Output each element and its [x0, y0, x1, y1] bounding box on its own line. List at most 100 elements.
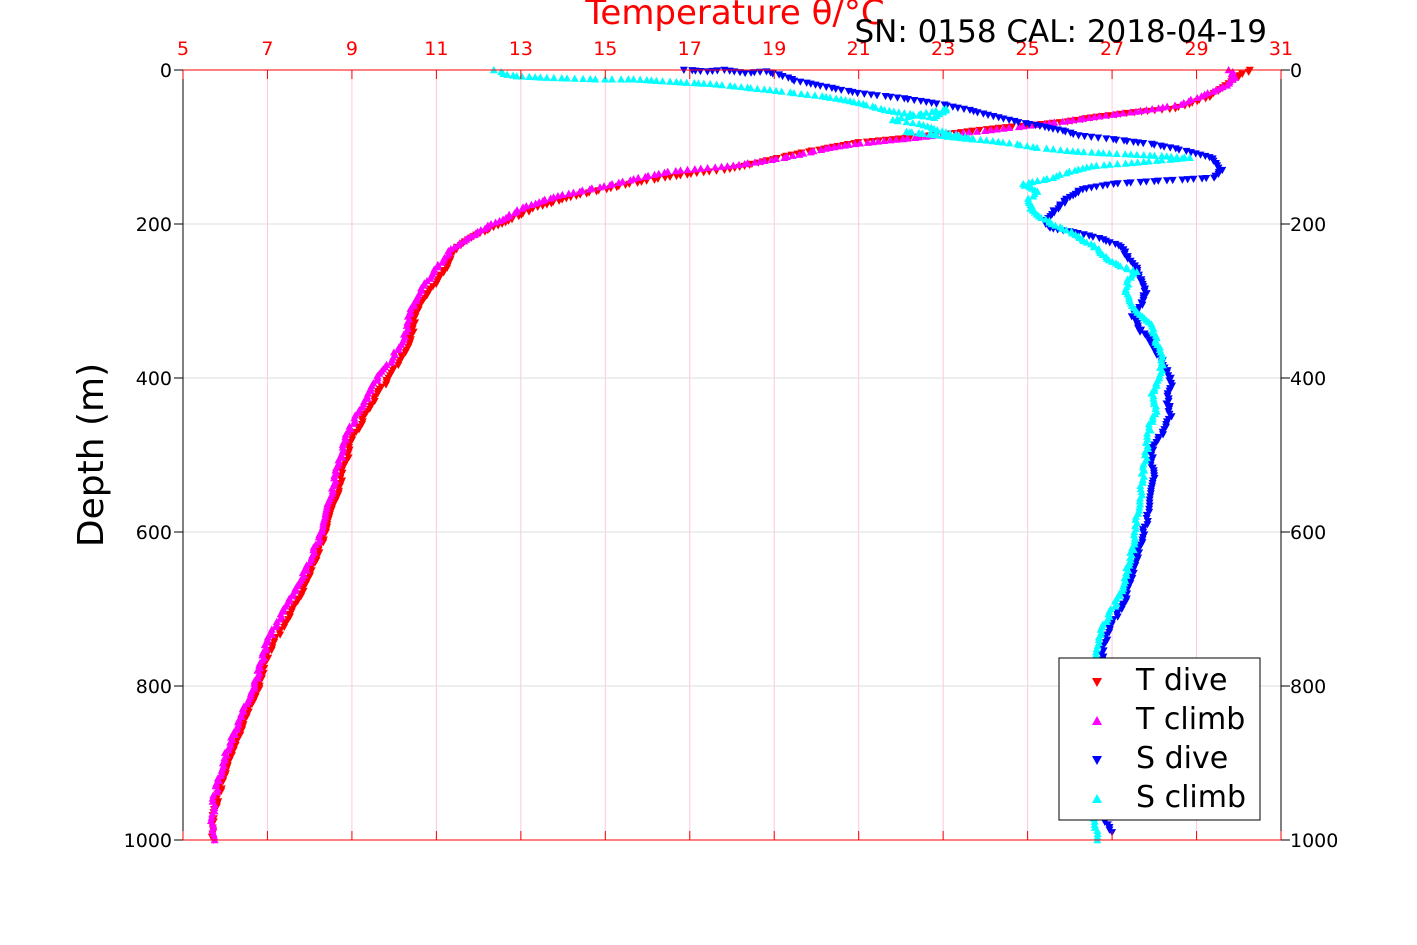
data-point	[650, 170, 659, 178]
data-point	[569, 188, 578, 196]
data-point	[1109, 110, 1118, 118]
data-point	[1136, 178, 1145, 187]
x-tick-label: 17	[678, 38, 702, 60]
data-point	[863, 138, 872, 146]
x-tick-label: 11	[424, 38, 448, 60]
data-point	[943, 132, 952, 140]
data-point	[1137, 487, 1146, 496]
data-point	[1093, 826, 1102, 834]
y-tick-label-right: 1000	[1290, 830, 1338, 852]
data-point	[671, 167, 680, 175]
data-point	[1141, 447, 1150, 456]
data-point	[1126, 108, 1135, 116]
data-point	[766, 86, 775, 94]
data-point	[851, 139, 860, 148]
data-point	[1065, 193, 1074, 202]
series-t-climb	[206, 66, 1240, 844]
data-point	[1193, 93, 1202, 102]
data-point	[302, 566, 311, 574]
data-point	[932, 100, 941, 108]
data-point	[1078, 164, 1087, 172]
data-point	[1123, 265, 1132, 273]
data-point	[753, 84, 762, 92]
data-point	[1146, 426, 1155, 434]
data-point	[1135, 503, 1144, 511]
data-point	[1042, 144, 1051, 152]
data-point	[591, 75, 600, 83]
data-point	[614, 178, 623, 186]
data-point	[690, 165, 699, 173]
data-point	[918, 129, 927, 137]
data-point	[557, 74, 566, 82]
data-point	[1198, 175, 1207, 183]
data-point	[1112, 136, 1121, 144]
data-point	[575, 187, 584, 195]
data-point	[1020, 181, 1029, 189]
data-point	[1087, 148, 1096, 156]
data-point	[1062, 226, 1071, 234]
data-point	[1074, 132, 1083, 140]
data-point	[830, 143, 839, 151]
data-point	[683, 171, 692, 179]
x-tick-label: 31	[1269, 38, 1293, 60]
data-point	[1094, 134, 1103, 142]
data-point	[1005, 123, 1014, 131]
legend-marker	[1092, 756, 1102, 765]
data-point	[1143, 432, 1152, 440]
y-tick-label-left: 600	[136, 522, 172, 544]
x-tick-label: 13	[509, 38, 533, 60]
data-point	[271, 622, 280, 631]
x-axis-title: Temperature θ/°C	[584, 0, 884, 33]
data-point	[718, 81, 727, 89]
data-point	[1184, 97, 1193, 105]
data-point	[1166, 155, 1175, 163]
data-point	[1117, 605, 1126, 613]
data-point	[1060, 199, 1069, 207]
data-point	[1142, 178, 1151, 186]
data-point	[683, 165, 692, 173]
data-point	[208, 810, 217, 818]
data-point	[641, 172, 650, 180]
data-point	[660, 168, 669, 176]
data-point	[542, 73, 551, 81]
data-point	[888, 116, 897, 124]
legend-label: S dive	[1136, 741, 1228, 776]
data-point	[1068, 147, 1077, 155]
data-point	[1099, 149, 1108, 157]
data-point	[549, 73, 558, 82]
data-point	[1082, 238, 1091, 246]
data-point	[606, 181, 615, 189]
data-point	[1058, 117, 1067, 125]
data-point	[1166, 144, 1175, 152]
data-point	[585, 185, 594, 193]
data-point	[276, 631, 285, 639]
data-point	[531, 73, 540, 81]
data-point	[1088, 233, 1097, 241]
data-point	[706, 79, 715, 88]
data-point	[1105, 149, 1114, 157]
data-point	[652, 76, 661, 84]
data-point	[1039, 175, 1048, 184]
data-point	[666, 77, 675, 85]
data-point	[1159, 431, 1168, 439]
data-point	[1090, 112, 1099, 121]
y-axis-title: Depth (m)	[71, 363, 112, 547]
data-point	[525, 72, 534, 80]
data-point	[634, 173, 643, 181]
data-point	[1214, 164, 1223, 172]
data-point	[795, 150, 804, 158]
data-point	[570, 74, 579, 82]
data-point	[999, 115, 1008, 123]
data-point	[992, 125, 1001, 133]
data-point	[949, 133, 958, 141]
data-point	[1142, 106, 1151, 114]
data-point	[208, 819, 217, 828]
data-point	[988, 137, 997, 145]
data-point	[1063, 146, 1072, 155]
data-point	[558, 190, 567, 198]
data-point	[480, 224, 489, 232]
data-point	[1080, 133, 1089, 141]
chart-title: SN: 0158 CAL: 2018-04-19	[855, 14, 1268, 50]
data-point	[746, 84, 755, 92]
